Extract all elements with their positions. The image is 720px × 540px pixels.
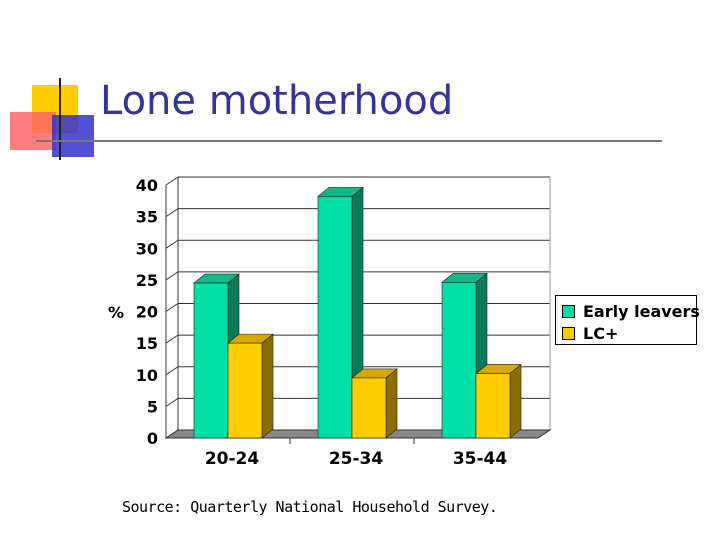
y-tick-label: 5 [147,397,158,416]
y-tick-label: 10 [136,366,158,385]
y-tick-label: 15 [136,334,158,353]
y-tick-label: 40 [136,176,158,195]
bar-side [385,368,398,439]
x-tick-label: 20-24 [205,449,260,469]
gridline-side [165,366,179,376]
x-tick-label: 25-34 [329,449,384,469]
gridline-side [165,271,179,281]
gridline-side [165,397,179,407]
legend-item-lc-plus: LC+ [562,324,618,343]
slide-logo [10,78,94,160]
x-tick-label: 35-44 [453,449,508,469]
gridline-side [165,239,179,249]
y-axis-label: % [108,303,124,322]
title-divider [36,140,662,142]
gridline-side [165,334,179,344]
y-tick-label: 0 [147,429,158,448]
legend-label-lc-plus: LC+ [583,324,619,343]
y-tick-label: 30 [136,239,158,258]
chart-legend: Early leavers LC+ [555,295,700,345]
slide-title: Lone motherhood [100,78,454,124]
gridline-side [165,208,179,218]
bar-early-leavers-35-44 [441,282,477,439]
logo-red-bar [10,112,56,150]
bar-side [509,363,522,439]
bar-early-leavers-25-34 [317,196,353,439]
legend-label-early-leavers: Early leavers [583,302,700,321]
gridline-side [165,176,179,186]
bar-lc--20-24 [227,342,263,439]
bar-side [261,333,274,439]
source-note: Source: Quarterly National Household Sur… [122,498,498,516]
bar-early-leavers-20-24 [193,282,229,439]
y-tick-label: 25 [136,271,158,290]
legend-item-early-leavers: Early leavers [562,302,700,321]
legend-swatch-lc-plus [562,327,575,340]
bar-lc--25-34 [351,377,387,439]
y-tick-label: 35 [136,208,158,227]
y-tick-label: 20 [136,303,158,322]
gridline-side [165,303,179,312]
bar-lc--35-44 [475,373,511,439]
legend-swatch-early-leavers [562,305,575,318]
